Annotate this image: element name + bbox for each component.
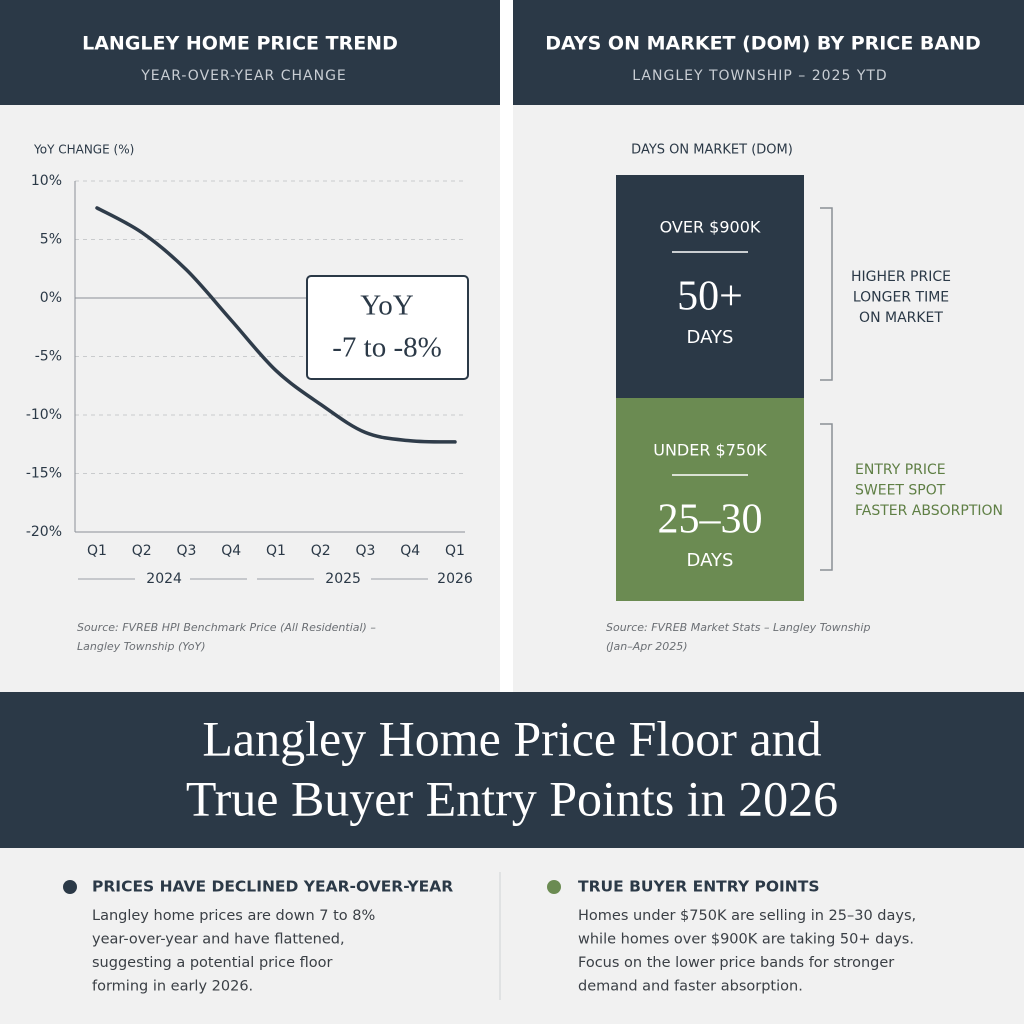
dom-value: 25–30 <box>658 497 763 543</box>
dom-unit: DAYS <box>687 327 734 348</box>
x-tick-label: Q1 <box>87 543 107 559</box>
chart-subtitle: YEAR-OVER-YEAR CHANGE <box>140 68 347 84</box>
year-label: 2025 <box>325 571 361 587</box>
band-note: FASTER ABSORPTION <box>855 503 1003 519</box>
dom-value: 50+ <box>677 274 743 320</box>
point-body: Homes under $750K are selling in 25–30 d… <box>578 908 916 924</box>
annotation-box <box>306 275 469 380</box>
bracket <box>820 423 833 571</box>
price-band-label: UNDER $750K <box>653 441 767 460</box>
y-tick-label: -15% <box>26 466 62 482</box>
x-tick-label: Q4 <box>221 543 241 559</box>
points: Langley home prices are down 7 to 8% year… <box>92 908 916 995</box>
y-tick-label: 0% <box>40 290 62 306</box>
price-band-block <box>616 398 804 601</box>
annotation: YoY <box>360 290 414 322</box>
point-body: while homes over $900K are taking 50+ da… <box>578 932 914 948</box>
point-title: TRUE BUYER ENTRY POINTS <box>578 878 819 896</box>
y-tick-label: -10% <box>26 407 62 423</box>
band-note: ENTRY PRICE <box>855 462 946 478</box>
chart-title: LANGLEY HOME PRICE TREND <box>82 33 398 55</box>
price-band-block <box>616 175 804 398</box>
line-chart: 10% 5% 0% -5% -10% -15% -20% Q1 Q2 Q3 Q4 Q1 Q2 Q3 Q4 Q1… <box>26 173 473 587</box>
y-axis-label: YoY CHANGE (%) <box>33 143 134 157</box>
source-note: Source: FVREB HPI Benchmark Price (All R… <box>77 621 376 634</box>
y-tick-label: -20% <box>26 524 62 540</box>
point-body: demand and faster absorption. <box>578 979 803 995</box>
right-header <box>513 0 1024 105</box>
y-tick-label: 5% <box>40 232 62 248</box>
price-band-label: OVER $900K <box>660 218 761 237</box>
x-tick-label: Q2 <box>132 543 152 559</box>
source-note: Langley Township (YoY) <box>77 640 206 653</box>
point-body: suggesting a potential price floor <box>92 955 333 971</box>
headline: Langley Home Price Floor and <box>202 710 821 766</box>
y-axis-label: DAYS ON MARKET (DOM) <box>631 143 793 158</box>
year-label: 2024 <box>146 571 182 587</box>
blocks-chart: OVER $900K 50+ DAYS HIGHER PRICE LONGER TIME… <box>616 175 1003 601</box>
band-note: HIGHER PRICE <box>851 269 951 285</box>
band-note: ON MARKET <box>859 310 943 326</box>
x-tick-label: Q3 <box>177 543 197 559</box>
x-tick-label: Q3 <box>356 543 376 559</box>
dom-unit: DAYS <box>687 550 734 571</box>
chart-subtitle: LANGLEY TOWNSHIP – 2025 YTD <box>632 68 887 84</box>
x-tick-label: Q1 <box>445 543 465 559</box>
point-body: year-over-year and have flattened, <box>92 932 345 948</box>
y-tick-label: 10% <box>31 173 62 189</box>
bullet <box>63 880 77 894</box>
band-note: SWEET SPOT <box>855 483 946 499</box>
point-title: PRICES HAVE DECLINED YEAR-OVER-YEAR <box>92 878 453 896</box>
point-body: Langley home prices are down 7 to 8% <box>92 908 375 924</box>
chart-title: DAYS ON MARKET (DOM) BY PRICE BAND <box>545 33 981 55</box>
headline: True Buyer Entry Points in 2026 <box>186 770 838 826</box>
panel-divider <box>500 0 513 692</box>
point-body: Focus on the lower price bands for stron… <box>578 955 894 971</box>
y-tick-label: -5% <box>35 349 62 365</box>
point-body: forming in early 2026. <box>92 979 253 995</box>
year-label: 2026 <box>437 571 473 587</box>
x-tick-label: Q4 <box>400 543 420 559</box>
source-note: Source: FVREB Market Stats – Langley Tow… <box>606 621 870 634</box>
bullet <box>547 880 561 894</box>
bracket <box>820 207 833 381</box>
band-note: LONGER TIME <box>853 290 949 306</box>
x-tick-label: Q1 <box>266 543 286 559</box>
source-note: (Jan–Apr 2025) <box>606 640 688 653</box>
left-header <box>0 0 500 105</box>
x-tick-label: Q2 <box>311 543 331 559</box>
annotation: -7 to -8% <box>332 332 442 364</box>
headline-band <box>0 692 1024 848</box>
line <box>95 206 457 444</box>
